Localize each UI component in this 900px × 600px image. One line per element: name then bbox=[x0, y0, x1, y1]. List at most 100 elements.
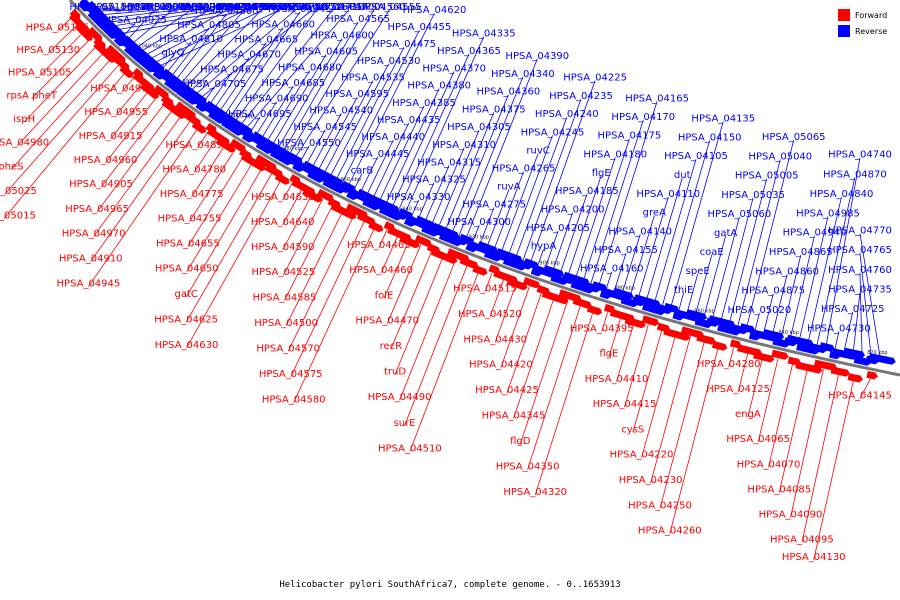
reverse-leader-coae bbox=[694, 254, 713, 317]
forward-label-gatc: gatC bbox=[175, 289, 198, 300]
reverse-label-hpsa-05070: HPSA_05070 bbox=[127, 2, 191, 13]
reverse-gene-hpsa-04310 bbox=[421, 224, 439, 237]
forward-label-enga: engA bbox=[735, 409, 761, 420]
reverse-leader-hpsa-04550 bbox=[298, 145, 310, 164]
forward-leader-hpsa-04890 bbox=[196, 131, 209, 149]
forward-label-hpsa-05015: HPSA_05015 bbox=[0, 211, 36, 222]
forward-leader-hpsa-04420 bbox=[500, 286, 530, 368]
reverse-leader-hpsa-04365 bbox=[397, 53, 470, 213]
forward-gene-hpsa-04085 bbox=[795, 361, 823, 374]
reverse-leader-hpsa-05020 bbox=[754, 312, 760, 333]
reverse-leader-thie bbox=[677, 292, 684, 313]
forward-label-phes: pheS bbox=[0, 162, 23, 173]
reverse-label-hpsa-04920: HPSA_04920 bbox=[122, 3, 186, 14]
reverse-leader-hpsa-04140 bbox=[621, 234, 641, 296]
forward-label-hpsa-04500: HPSA_04500 bbox=[254, 318, 318, 329]
reverse-gene-coae bbox=[685, 309, 707, 321]
forward-leader-hpsa-05145 bbox=[57, 16, 73, 31]
forward-label-hpsa-04640: HPSA_04640 bbox=[251, 217, 315, 228]
reverse-leader-hpsa-04725 bbox=[843, 311, 854, 354]
reverse-label-hpsa-04935: HPSA_04935 bbox=[202, 2, 266, 13]
forward-label-hpsa-04430: HPSA_04430 bbox=[463, 334, 527, 345]
reverse-label-hpsa-04600: HPSA_04600 bbox=[310, 30, 374, 41]
forward-leader-hpsa-04130 bbox=[813, 375, 855, 561]
forward-label-hpsa-04975: HPSA_04975 bbox=[90, 84, 154, 95]
reverse-label-hpsa-04950: HPSA_04950 bbox=[213, 2, 277, 13]
reverse-leader-hpsa-04985 bbox=[798, 216, 829, 343]
forward-leader-hpsa-04350 bbox=[527, 303, 582, 470]
reverse-label-glyq: glyQ bbox=[162, 48, 185, 59]
forward-label-recr: recR bbox=[380, 341, 403, 352]
reverse-label-hpsa-04800: HPSA_04800 bbox=[195, 6, 259, 17]
forward-leader-hpsa-04960 bbox=[105, 94, 159, 164]
forward-gene-hpsa-04220 bbox=[663, 327, 691, 341]
reverse-label-hpsa-04760: HPSA_04760 bbox=[828, 265, 892, 276]
forward-leader-hpsa-04965 bbox=[96, 107, 175, 213]
reverse-leader-hpsa-04795 bbox=[188, 9, 279, 94]
forward-label-hpsa-04525: HPSA_04525 bbox=[252, 267, 316, 278]
reverse-leader-hpsa-04545 bbox=[304, 129, 326, 167]
forward-leader-hpsa-04525 bbox=[283, 198, 324, 276]
forward-leader-hpsa-04070 bbox=[768, 362, 794, 468]
reverse-leader-hpsa-05000 bbox=[105, 9, 197, 24]
forward-label-cyss: cysS bbox=[621, 424, 644, 435]
forward-label-hpsa-04635: HPSA_04635 bbox=[251, 192, 315, 203]
forward-leader-hpsa-04395 bbox=[601, 312, 608, 332]
forward-leader-sure bbox=[404, 263, 469, 426]
reverse-label-hpsa-04690: HPSA_04690 bbox=[245, 94, 309, 105]
reverse-leader-hpsa-05040 bbox=[736, 159, 781, 328]
forward-gene-hpsa-04410 bbox=[624, 316, 646, 329]
forward-label-hpsa-04145: HPSA_04145 bbox=[828, 391, 892, 402]
reverse-gene-hpsa-04235 bbox=[513, 257, 533, 270]
legend-reverse-label: Reverse bbox=[855, 27, 887, 36]
reverse-leader-hpsa-04235 bbox=[521, 98, 582, 263]
reverse-leader-hpsa-04830 bbox=[155, 9, 281, 68]
forward-gene-hpsa-04590 bbox=[302, 187, 323, 203]
forward-label-hpsa-05130: HPSA_05130 bbox=[16, 45, 80, 56]
forward-leader-hpsa-04460 bbox=[380, 234, 399, 274]
reverse-label-hpsa-04205: HPSA_04205 bbox=[526, 223, 590, 234]
forward-leader-hpsa-04585 bbox=[284, 203, 334, 301]
reverse-label-hpsa-04155: HPSA_04155 bbox=[594, 245, 658, 256]
reverse-leader-hpsa-04445 bbox=[358, 156, 379, 195]
tick-label-920-kbp: 920 kbp bbox=[469, 234, 489, 240]
reverse-label-flge: flgE bbox=[592, 168, 611, 179]
reverse-leader-hpsa-04700 bbox=[243, 9, 350, 131]
reverse-gene-hpsa-04265 bbox=[483, 250, 502, 262]
forward-label-flgd: flgD bbox=[510, 436, 531, 447]
reverse-leader-hpsa-04730 bbox=[834, 331, 840, 352]
forward-label-hpsa-04090: HPSA_04090 bbox=[759, 509, 823, 520]
forward-label-hpsa-04910: HPSA_04910 bbox=[59, 254, 123, 265]
reverse-label-hpsa-04670: HPSA_04670 bbox=[217, 50, 281, 61]
forward-label-hpsa-04470: HPSA_04470 bbox=[355, 316, 419, 327]
forward-gene-hpsa-04090 bbox=[813, 359, 838, 371]
reverse-leader-grea bbox=[629, 215, 655, 299]
reverse-leader-hpsa-04265 bbox=[492, 171, 524, 253]
tick-label-1040-kbp: 1040 kbp bbox=[138, 44, 162, 50]
reverse-gene-hpsa-04170 bbox=[581, 281, 601, 293]
forward-label-hpsa-04420: HPSA_04420 bbox=[469, 360, 533, 371]
reverse-gene-hpsa-04985 bbox=[786, 334, 814, 347]
reverse-gene-hpsa-04595 bbox=[307, 170, 324, 183]
reverse-label-hpsa-04875: HPSA_04875 bbox=[741, 286, 805, 297]
forward-leader-hpsa-04755 bbox=[189, 148, 236, 222]
reverse-leader-hpsa-04105 bbox=[653, 159, 697, 306]
reverse-leader-hpsa-04150 bbox=[661, 140, 711, 308]
genome-caption: Helicobacter pylori SouthAfrica7, comple… bbox=[279, 580, 620, 590]
reverse-label-hpsa-04445: HPSA_04445 bbox=[346, 149, 410, 160]
reverse-leader-hpsa-04370 bbox=[390, 71, 455, 210]
forward-label-hpsa-04625: HPSA_04625 bbox=[154, 314, 218, 325]
forward-label-hpsa-04585: HPSA_04585 bbox=[253, 292, 317, 303]
forward-label-hpsa-04280: HPSA_04280 bbox=[697, 359, 761, 370]
reverse-leader-hpsa-04690 bbox=[254, 101, 278, 138]
forward-label-hpsa-04775: HPSA_04775 bbox=[160, 189, 224, 200]
reverse-label-hpsa-04730: HPSA_04730 bbox=[807, 324, 871, 335]
reverse-gene-hpsa-04865 bbox=[772, 337, 790, 348]
legend-reverse-swatch bbox=[838, 25, 850, 37]
reverse-leader-hpsa-04110 bbox=[637, 196, 669, 301]
forward-gene-enga bbox=[753, 351, 775, 363]
reverse-label-hpsa-04695: HPSA_04695 bbox=[228, 109, 292, 120]
reverse-leader-hpsa-04315 bbox=[423, 165, 450, 225]
forward-leader-hpsa-04575 bbox=[290, 219, 366, 378]
forward-label-hpsa-04465: HPSA_04465 bbox=[347, 240, 411, 251]
